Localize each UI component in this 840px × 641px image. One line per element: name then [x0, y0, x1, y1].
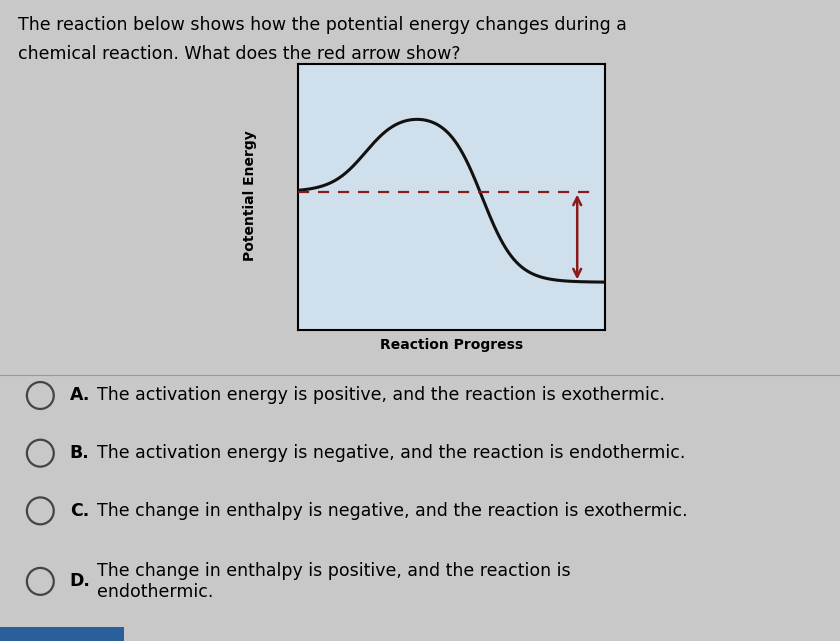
Text: The activation energy is negative, and the reaction is endothermic.: The activation energy is negative, and t…: [97, 444, 685, 462]
Text: C.: C.: [70, 502, 89, 520]
Text: chemical reaction. What does the red arrow show?: chemical reaction. What does the red arr…: [18, 45, 461, 63]
Text: The change in enthalpy is negative, and the reaction is exothermic.: The change in enthalpy is negative, and …: [97, 502, 687, 520]
Text: The change in enthalpy is positive, and the reaction is
endothermic.: The change in enthalpy is positive, and …: [97, 562, 570, 601]
Text: Potential Energy: Potential Energy: [244, 130, 257, 261]
Text: Reaction Progress: Reaction Progress: [381, 338, 523, 353]
Text: B.: B.: [70, 444, 90, 462]
Text: D.: D.: [70, 572, 91, 590]
Text: A.: A.: [70, 387, 90, 404]
Text: The activation energy is positive, and the reaction is exothermic.: The activation energy is positive, and t…: [97, 387, 664, 404]
Text: The reaction below shows how the potential energy changes during a: The reaction below shows how the potenti…: [18, 16, 627, 34]
